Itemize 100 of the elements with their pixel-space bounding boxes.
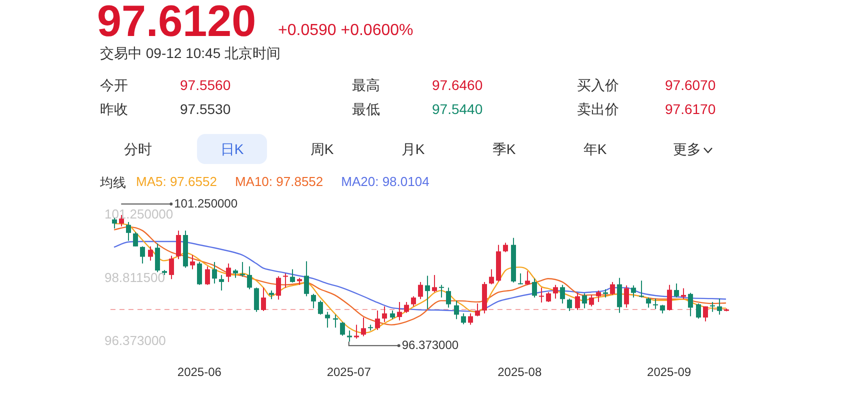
- candlestick: [468, 312, 473, 326]
- candlestick: [290, 268, 295, 283]
- candlestick: [475, 303, 480, 317]
- candlestick: [589, 294, 594, 307]
- candlestick: [397, 301, 402, 321]
- text: 交易中 09-12 10:45 北京时间: [100, 45, 281, 63]
- y-tick-label: 96.373000: [104, 333, 166, 348]
- candlestick: [454, 300, 459, 320]
- candlestick: [688, 292, 693, 317]
- candlestick: [546, 292, 551, 302]
- chart-title: 97.6120: [97, 0, 256, 46]
- candlestick: [375, 310, 380, 330]
- candlestick: [133, 232, 138, 247]
- text: 周K: [310, 141, 334, 159]
- candlestick: [461, 312, 466, 325]
- candlestick: [503, 242, 508, 253]
- candlestick: [347, 330, 352, 342]
- y-tick-label: 98.811500: [104, 270, 165, 285]
- candlestick: [254, 287, 259, 312]
- candlestick: [304, 260, 309, 297]
- text: 97.5560: [180, 77, 231, 93]
- candlestick: [325, 311, 330, 328]
- candlestick: [710, 301, 715, 312]
- text: 买入价: [577, 77, 619, 95]
- candlestick: [311, 293, 316, 309]
- candlestick: [703, 306, 708, 322]
- candlestick: [418, 281, 423, 300]
- x-tick-label: 2025-09: [647, 365, 692, 380]
- candlestick: [667, 284, 672, 312]
- text: 最低: [352, 101, 380, 119]
- candlestick: [283, 272, 288, 288]
- candlestick: [624, 284, 629, 308]
- candlestick: [553, 284, 558, 300]
- candlestick: [582, 292, 587, 309]
- candlestick: [653, 298, 658, 310]
- candlestick: [518, 272, 523, 285]
- candlestick: [140, 246, 145, 264]
- x-tick-label: 2025-06: [177, 365, 222, 380]
- candlestick: [425, 275, 430, 310]
- candlestick: [446, 287, 451, 308]
- text: 分时: [124, 141, 152, 159]
- text: 97.6170: [665, 101, 716, 117]
- candlestick: [176, 230, 181, 260]
- candlestick: [631, 284, 636, 298]
- candlestick: [560, 284, 565, 304]
- text: 月K: [401, 141, 425, 159]
- y-tick-label: 101.250000: [104, 206, 174, 222]
- text: MA5: 97.6552: [136, 174, 217, 191]
- text: 更多: [673, 141, 702, 159]
- text: 101.250000: [174, 196, 238, 210]
- candlestick: [212, 261, 217, 284]
- candlestick: [596, 290, 601, 302]
- candlestick: [276, 276, 281, 300]
- candlestick: [717, 298, 722, 316]
- candlestick: [361, 317, 366, 337]
- candlestick: [261, 287, 266, 312]
- candlestick: [190, 254, 195, 270]
- text: 97.5440: [432, 101, 483, 117]
- candlestick: [639, 280, 644, 298]
- candlestick: [197, 261, 202, 286]
- text: 卖出价: [577, 101, 619, 119]
- candlestick: [205, 266, 210, 286]
- text: 昨收: [100, 101, 128, 119]
- candlestick: [126, 222, 131, 242]
- candlestick: [112, 217, 117, 229]
- candlestick: [575, 292, 580, 311]
- text: 年K: [583, 141, 607, 159]
- candlestick: [404, 301, 409, 314]
- candlestick: [148, 246, 153, 262]
- chart-subtitle: +0.0590 +0.0600%: [278, 22, 414, 40]
- candlestick: [489, 268, 494, 285]
- candlestick: [169, 255, 174, 280]
- candlestick: [539, 287, 544, 303]
- candlestick: [155, 243, 160, 273]
- candlestick: [646, 297, 651, 308]
- legend-title: 均线: [100, 174, 126, 192]
- candlestick: [567, 298, 572, 312]
- text: 日K: [220, 141, 244, 159]
- candlestick: [696, 303, 701, 320]
- candlestick: [318, 300, 323, 316]
- x-tick-label: 2025-08: [498, 365, 542, 380]
- text: 今开: [100, 77, 128, 95]
- candlestick: [219, 274, 224, 292]
- candlestick: [532, 278, 537, 298]
- candlestick: [340, 321, 345, 336]
- text: 季K: [492, 141, 516, 159]
- text: MA20: 98.0104: [341, 174, 430, 191]
- candlestick: [411, 296, 416, 307]
- candlestick: [610, 281, 615, 296]
- candlestick: [681, 288, 686, 300]
- text: 97.6070: [665, 77, 716, 93]
- text: 97.6460: [432, 77, 483, 93]
- candlestick: [674, 283, 679, 298]
- text: 97.5530: [180, 101, 231, 117]
- candlestick: [382, 306, 387, 322]
- text: 最高: [352, 77, 380, 95]
- candlestick: [247, 266, 252, 290]
- candlestick: [226, 263, 231, 282]
- text: MA10: 97.8552: [234, 174, 324, 191]
- candlestick: [354, 324, 359, 340]
